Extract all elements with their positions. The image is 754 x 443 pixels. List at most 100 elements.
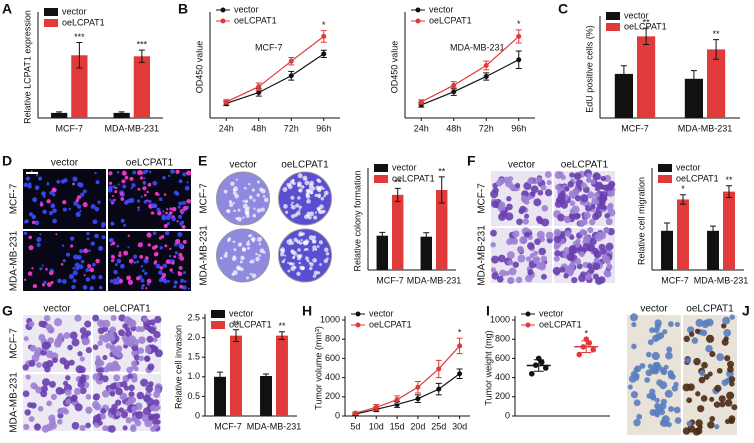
colony [298, 188, 303, 193]
legend-label: oeLCPAT1 [369, 319, 412, 329]
cell [144, 346, 152, 354]
cell [42, 378, 51, 387]
cell [85, 267, 90, 273]
cell [79, 209, 82, 213]
colony [309, 266, 313, 271]
cell [131, 360, 138, 367]
cell [589, 218, 596, 226]
row-label: MCF-7 [9, 328, 20, 359]
y-tick-label: 0.5 [187, 391, 200, 401]
cell [109, 326, 117, 334]
cell [75, 365, 84, 374]
cell [147, 381, 154, 387]
significance: *** [137, 40, 148, 50]
cell [103, 336, 109, 342]
cell [685, 357, 692, 364]
legend-marker [415, 18, 421, 24]
cell [39, 233, 42, 236]
colony [258, 254, 261, 257]
cell [80, 374, 86, 380]
x-tick-label: MCF-7 [56, 123, 84, 133]
cell [505, 212, 514, 221]
cell [31, 267, 34, 270]
cell [109, 198, 112, 201]
cell [563, 246, 571, 254]
colony [305, 248, 309, 251]
cell [95, 367, 102, 373]
x-tick-label: 48h [446, 123, 461, 133]
bar [276, 335, 288, 416]
cell [154, 191, 159, 196]
colony [256, 208, 262, 213]
cell [709, 416, 716, 422]
cell [139, 176, 144, 180]
cell [604, 212, 611, 219]
cell [110, 314, 117, 322]
row-label: MCF-7 [199, 183, 210, 214]
x-tick-label: 5d [350, 421, 360, 431]
cell [72, 278, 77, 283]
series-line [355, 345, 461, 414]
cell [527, 177, 535, 185]
cell [564, 230, 572, 238]
y-tick-label: 0 [335, 410, 340, 420]
cell [552, 266, 561, 275]
cell [530, 191, 536, 197]
cell [607, 202, 614, 209]
error-bar [278, 331, 285, 341]
legend-label: oeLCPAT1 [676, 173, 719, 183]
cell [705, 334, 715, 343]
cell [64, 364, 70, 370]
cell [705, 344, 713, 353]
cell [24, 409, 31, 416]
cell [81, 337, 90, 346]
cell [592, 172, 601, 181]
colony [307, 215, 312, 220]
colony [292, 180, 295, 183]
cell [729, 376, 736, 383]
cell [544, 171, 552, 178]
cell [147, 182, 152, 187]
cell [143, 200, 148, 204]
colony [298, 208, 301, 211]
cell [59, 357, 67, 365]
cell [605, 259, 611, 265]
cell [163, 223, 168, 229]
cell [31, 220, 36, 225]
cell [699, 370, 706, 377]
colony [291, 201, 294, 205]
colony [293, 237, 298, 242]
colony [314, 211, 318, 214]
cell [32, 283, 38, 289]
cell [674, 417, 682, 424]
cell [97, 200, 101, 204]
cell [126, 275, 132, 281]
legend-label: oeLCPAT1 [234, 15, 277, 25]
point [528, 370, 535, 377]
cell [69, 331, 78, 340]
legend-swatch [211, 321, 225, 329]
cell [595, 277, 603, 285]
cell [521, 197, 528, 204]
x-tick-label: MDA-MB-231 [104, 123, 159, 133]
colony [282, 187, 288, 192]
bar [684, 78, 703, 118]
legend-marker [220, 18, 226, 24]
cell [109, 383, 117, 390]
colony [242, 200, 245, 203]
cell [43, 280, 47, 285]
colony [247, 246, 251, 250]
cell [554, 200, 563, 208]
cell [583, 235, 591, 243]
legend-swatch [658, 175, 672, 183]
cell [75, 266, 80, 271]
error-bar [710, 225, 717, 237]
bar [436, 189, 448, 270]
cell [134, 419, 142, 427]
point [538, 359, 545, 366]
cell [687, 326, 695, 334]
y-axis-label: EdU positive cells (%) [584, 25, 594, 113]
legend-swatch [44, 19, 58, 27]
